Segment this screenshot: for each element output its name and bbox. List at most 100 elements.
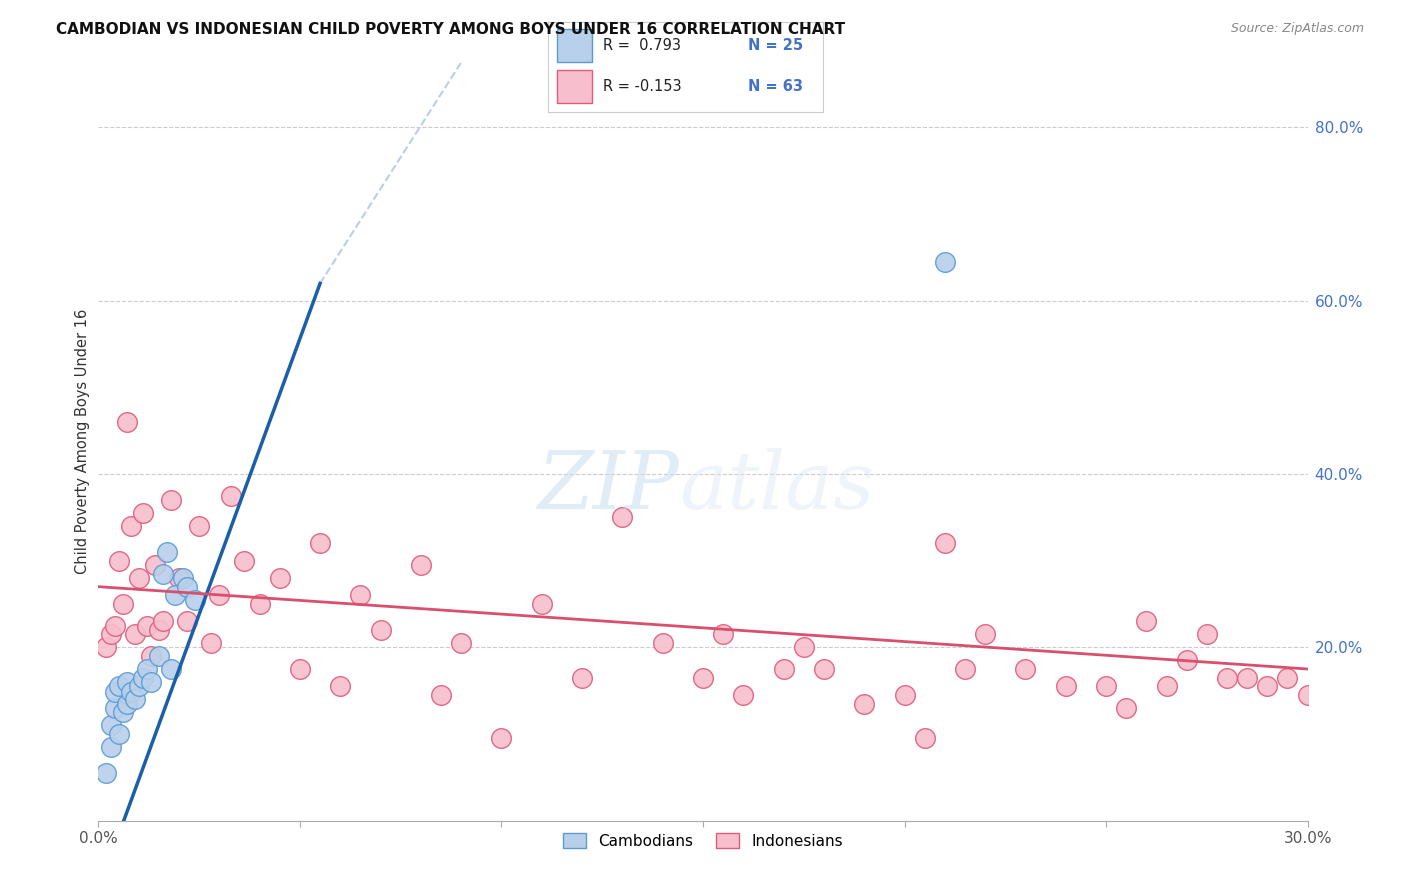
Point — [107, 554, 129, 568]
Point — [152, 615, 174, 629]
Point — [974, 627, 997, 641]
Point — [612, 510, 634, 524]
Point — [139, 675, 162, 690]
Point — [232, 554, 254, 568]
Point — [733, 688, 755, 702]
Point — [124, 692, 146, 706]
Text: R = -0.153: R = -0.153 — [603, 79, 682, 94]
Point — [1277, 671, 1299, 685]
Point — [1195, 627, 1218, 641]
Text: R =  0.793: R = 0.793 — [603, 38, 681, 53]
Point — [100, 627, 122, 641]
Text: atlas: atlas — [679, 449, 875, 525]
Text: Source: ZipAtlas.com: Source: ZipAtlas.com — [1230, 22, 1364, 36]
Point — [1175, 653, 1198, 667]
Point — [269, 571, 291, 585]
Point — [1014, 662, 1036, 676]
Point — [156, 545, 179, 559]
Text: ZIP: ZIP — [537, 449, 679, 525]
Point — [148, 648, 170, 663]
Point — [953, 662, 976, 676]
Point — [115, 675, 138, 690]
Point — [692, 671, 714, 685]
Point — [1156, 679, 1178, 693]
Point — [148, 623, 170, 637]
Bar — [557, 70, 592, 103]
Point — [349, 588, 371, 602]
Point — [176, 580, 198, 594]
Point — [813, 662, 835, 676]
Point — [107, 727, 129, 741]
Point — [1095, 679, 1118, 693]
Point — [167, 571, 190, 585]
Point — [163, 588, 186, 602]
Point — [103, 685, 125, 699]
Point — [96, 640, 118, 655]
Point — [1256, 679, 1278, 693]
Point — [120, 685, 142, 699]
Point — [491, 731, 513, 746]
Point — [651, 636, 673, 650]
Point — [139, 648, 162, 663]
Point — [793, 640, 815, 655]
Point — [1216, 671, 1239, 685]
Point — [128, 571, 150, 585]
Point — [1115, 701, 1137, 715]
Point — [115, 697, 138, 711]
Point — [914, 731, 936, 746]
Point — [184, 592, 207, 607]
Point — [772, 662, 794, 676]
Point — [1054, 679, 1077, 693]
Point — [934, 254, 956, 268]
Point — [176, 615, 198, 629]
Point — [135, 618, 157, 632]
Point — [208, 588, 231, 602]
Point — [530, 597, 553, 611]
Point — [111, 706, 134, 720]
Point — [100, 739, 122, 754]
Point — [143, 558, 166, 572]
Point — [370, 623, 392, 637]
Point — [200, 636, 222, 650]
Point — [711, 627, 734, 641]
Point — [571, 671, 593, 685]
Point — [132, 671, 155, 685]
Point — [934, 536, 956, 550]
Point — [853, 697, 876, 711]
Point — [135, 662, 157, 676]
Point — [221, 489, 243, 503]
Text: CAMBODIAN VS INDONESIAN CHILD POVERTY AMONG BOYS UNDER 16 CORRELATION CHART: CAMBODIAN VS INDONESIAN CHILD POVERTY AM… — [56, 22, 845, 37]
Point — [1236, 671, 1258, 685]
Point — [107, 679, 129, 693]
Text: N = 25: N = 25 — [748, 38, 804, 53]
Point — [160, 493, 183, 508]
Point — [249, 597, 271, 611]
Point — [288, 662, 311, 676]
Point — [430, 688, 453, 702]
Point — [1296, 688, 1319, 702]
Point — [100, 718, 122, 732]
Point — [115, 415, 138, 429]
Point — [309, 536, 332, 550]
Point — [111, 597, 134, 611]
Point — [172, 571, 194, 585]
Point — [132, 506, 155, 520]
Point — [409, 558, 432, 572]
Point — [120, 519, 142, 533]
Point — [1135, 615, 1157, 629]
Point — [103, 618, 125, 632]
Point — [96, 766, 118, 780]
Point — [152, 566, 174, 581]
Point — [450, 636, 472, 650]
Point — [160, 662, 183, 676]
Point — [329, 679, 352, 693]
Point — [893, 688, 915, 702]
Legend: Cambodians, Indonesians: Cambodians, Indonesians — [557, 827, 849, 855]
Text: N = 63: N = 63 — [748, 79, 803, 94]
Point — [124, 627, 146, 641]
Point — [188, 519, 211, 533]
Y-axis label: Child Poverty Among Boys Under 16: Child Poverty Among Boys Under 16 — [75, 309, 90, 574]
Point — [128, 679, 150, 693]
Bar — [557, 29, 592, 62]
Point — [103, 701, 125, 715]
